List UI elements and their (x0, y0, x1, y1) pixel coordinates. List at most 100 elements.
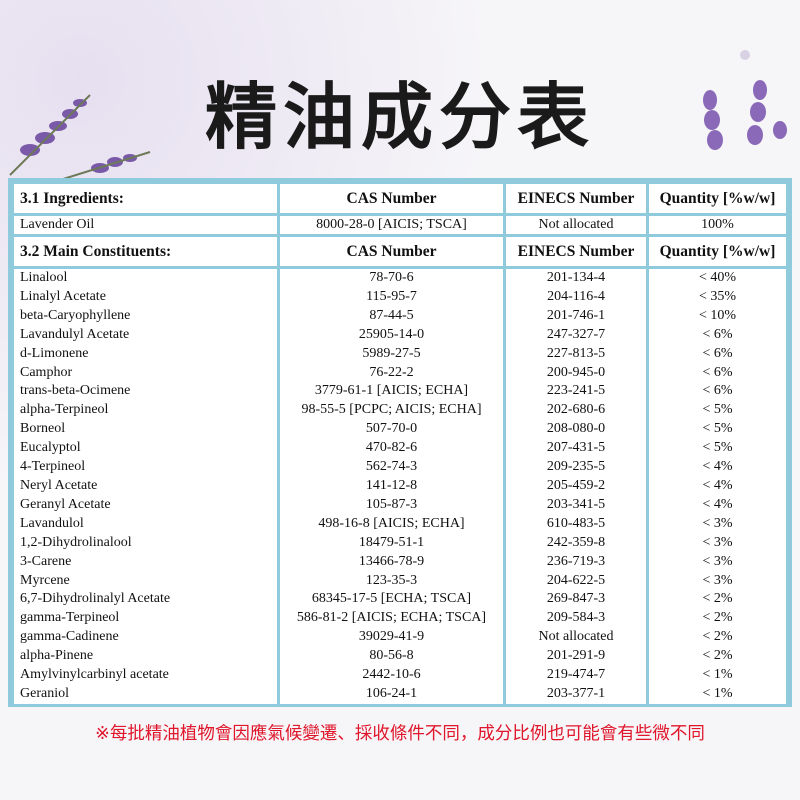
constituent-einecs: 610-483-5 (503, 514, 649, 534)
constituent-einecs: 269-847-3 (503, 590, 649, 610)
constituent-quantity: < 1% (646, 666, 789, 685)
constituent-name: Amylvinylcarbinyl acetate (11, 666, 280, 685)
constituent-quantity: < 3% (646, 571, 789, 591)
constituent-einecs: 227-813-5 (503, 344, 649, 364)
table-row: Linalool 78-70-6 201-134-4 < 40% (11, 267, 789, 288)
constituent-quantity: < 4% (646, 476, 789, 496)
constituent-einecs: 201-291-9 (503, 647, 649, 667)
table-row: Eucalyptol 470-82-6 207-431-5 < 5% (11, 439, 789, 459)
table-row: Geraniol 106-24-1 203-377-1 < 1% (11, 684, 789, 704)
constituent-cas: 98-55-5 [PCPC; AICIS; ECHA] (277, 401, 506, 421)
constituent-einecs: 209-235-5 (503, 458, 649, 477)
table-row: d-Limonene 5989-27-5 227-813-5 < 6% (11, 344, 789, 364)
constituent-name: 4-Terpineol (11, 458, 280, 477)
quantity-header: Quantity [%w/w] (646, 181, 789, 216)
constituent-einecs: 209-584-3 (503, 609, 649, 629)
table-row: Lavandulol 498-16-8 [AICIS; ECHA] 610-483-… (11, 514, 789, 534)
table-row: alpha-Pinene 80-56-8 201-291-9 < 2% (11, 647, 789, 667)
constituent-quantity: < 5% (646, 401, 789, 421)
constituent-cas: 106-24-1 (277, 684, 506, 704)
ingredient-row: Lavender Oil 8000-28-0 [AICIS; TSCA] Not… (11, 213, 789, 237)
constituent-einecs: 236-719-3 (503, 552, 649, 572)
ingredient-einecs: Not allocated (503, 213, 649, 237)
table-row: beta-Caryophyllene 87-44-5 201-746-1 < 10% (11, 306, 789, 326)
constituent-quantity: < 1% (646, 684, 789, 704)
constituent-cas: 18479-51-1 (277, 533, 506, 553)
table-row: alpha-Terpineol 98-55-5 [PCPC; AICIS; ECH… (11, 401, 789, 421)
constituent-quantity: < 10% (646, 306, 789, 326)
ingredient-cas: 8000-28-0 [AICIS; TSCA] (277, 213, 506, 237)
constituent-name: Geranyl Acetate (11, 495, 280, 515)
constituent-name: Camphor (11, 363, 280, 383)
constituent-quantity: < 4% (646, 458, 789, 477)
constituent-quantity: < 2% (646, 628, 789, 648)
quantity-header: Quantity [%w/w] (646, 234, 789, 269)
constituent-quantity: < 6% (646, 382, 789, 402)
constituent-quantity: < 6% (646, 344, 789, 364)
constituent-quantity: < 3% (646, 533, 789, 553)
constituent-name: trans-beta-Ocimene (11, 382, 280, 402)
constituent-einecs: 242-359-8 (503, 533, 649, 553)
constituent-cas: 470-82-6 (277, 439, 506, 459)
constituent-cas: 25905-14-0 (277, 325, 506, 345)
constituent-name: 6,7-Dihydrolinalyl Acetate (11, 590, 280, 610)
constituent-quantity: < 5% (646, 439, 789, 459)
constituent-einecs: 223-241-5 (503, 382, 649, 402)
constituent-einecs: 204-116-4 (503, 287, 649, 307)
constituent-name: Borneol (11, 420, 280, 440)
constituent-einecs: 203-341-5 (503, 495, 649, 515)
constituent-cas: 123-35-3 (277, 571, 506, 591)
constituent-quantity: < 6% (646, 325, 789, 345)
constituent-name: Lavandulol (11, 514, 280, 534)
constituent-einecs: 204-622-5 (503, 571, 649, 591)
table-row: 1,2-Dihydrolinalool 18479-51-1 242-359-8 < … (11, 533, 789, 553)
constituent-name: gamma-Terpineol (11, 609, 280, 629)
constituent-cas: 76-22-2 (277, 363, 506, 383)
einecs-header: EINECS Number (503, 181, 649, 216)
table-row: 4-Terpineol 562-74-3 209-235-5 < 4% (11, 458, 789, 477)
page-title: 精油成分表 (204, 75, 595, 159)
constituent-einecs: 202-680-6 (503, 401, 649, 421)
constituent-quantity: < 2% (646, 590, 789, 610)
constituent-quantity: < 3% (646, 552, 789, 572)
constituent-quantity: < 2% (646, 647, 789, 667)
disclaimer-note: ※每批精油植物會因應氣候變遷、採收條件不同，成分比例也可能會有些微不同 (95, 724, 705, 744)
cas-header: CAS Number (277, 181, 506, 216)
constituent-cas: 13466-78-9 (277, 552, 506, 572)
constituents-label: 3.2 Main Constituents: (11, 234, 280, 269)
table-row: Neryl Acetate 141-12-8 205-459-2 < 4% (11, 476, 789, 496)
ingredients-table: 3.1 Ingredients: CAS Number EINECS Numbe… (8, 178, 792, 707)
constituent-cas: 87-44-5 (277, 306, 506, 326)
constituent-cas: 105-87-3 (277, 495, 506, 515)
table-row: gamma-Cadinene 39029-41-9 Not allocated < 2… (11, 628, 789, 648)
constituent-quantity: < 40% (646, 267, 789, 288)
constituent-einecs: 207-431-5 (503, 439, 649, 459)
table-row: Amylvinylcarbinyl acetate 2442-10-6 219-47… (11, 666, 789, 685)
table-row: Linalyl Acetate 115-95-7 204-116-4 < 35% (11, 287, 789, 307)
lavender-decoration-right (703, 50, 787, 150)
constituent-quantity: < 4% (646, 495, 789, 515)
constituent-einecs: Not allocated (503, 628, 649, 648)
constituent-name: 1,2-Dihydrolinalool (11, 533, 280, 553)
table-row: Myrcene 123-35-3 204-622-5 < 3% (11, 571, 789, 591)
constituent-name: 3-Carene (11, 552, 280, 572)
constituent-quantity: < 3% (646, 514, 789, 534)
constituent-cas: 78-70-6 (277, 267, 506, 288)
table-row: Camphor 76-22-2 200-945-0 < 6% (11, 363, 789, 383)
constituent-cas: 498-16-8 [AICIS; ECHA] (277, 514, 506, 534)
constituents-header-row: 3.2 Main Constituents: CAS Number EINECS… (11, 234, 789, 269)
cas-header: CAS Number (277, 234, 506, 269)
constituent-name: d-Limonene (11, 344, 280, 364)
constituent-quantity: < 2% (646, 609, 789, 629)
constituent-einecs: 201-134-4 (503, 267, 649, 288)
constituent-cas: 80-56-8 (277, 647, 506, 667)
table-row: Geranyl Acetate 105-87-3 203-341-5 < 4% (11, 495, 789, 515)
table-row: Borneol 507-70-0 208-080-0 < 5% (11, 420, 789, 440)
lavender-decoration-left (9, 94, 151, 180)
einecs-header: EINECS Number (503, 234, 649, 269)
constituent-cas: 39029-41-9 (277, 628, 506, 648)
constituent-cas: 562-74-3 (277, 458, 506, 477)
constituent-einecs: 208-080-0 (503, 420, 649, 440)
constituent-cas: 3779-61-1 [AICIS; ECHA] (277, 382, 506, 402)
constituent-name: Neryl Acetate (11, 476, 280, 496)
